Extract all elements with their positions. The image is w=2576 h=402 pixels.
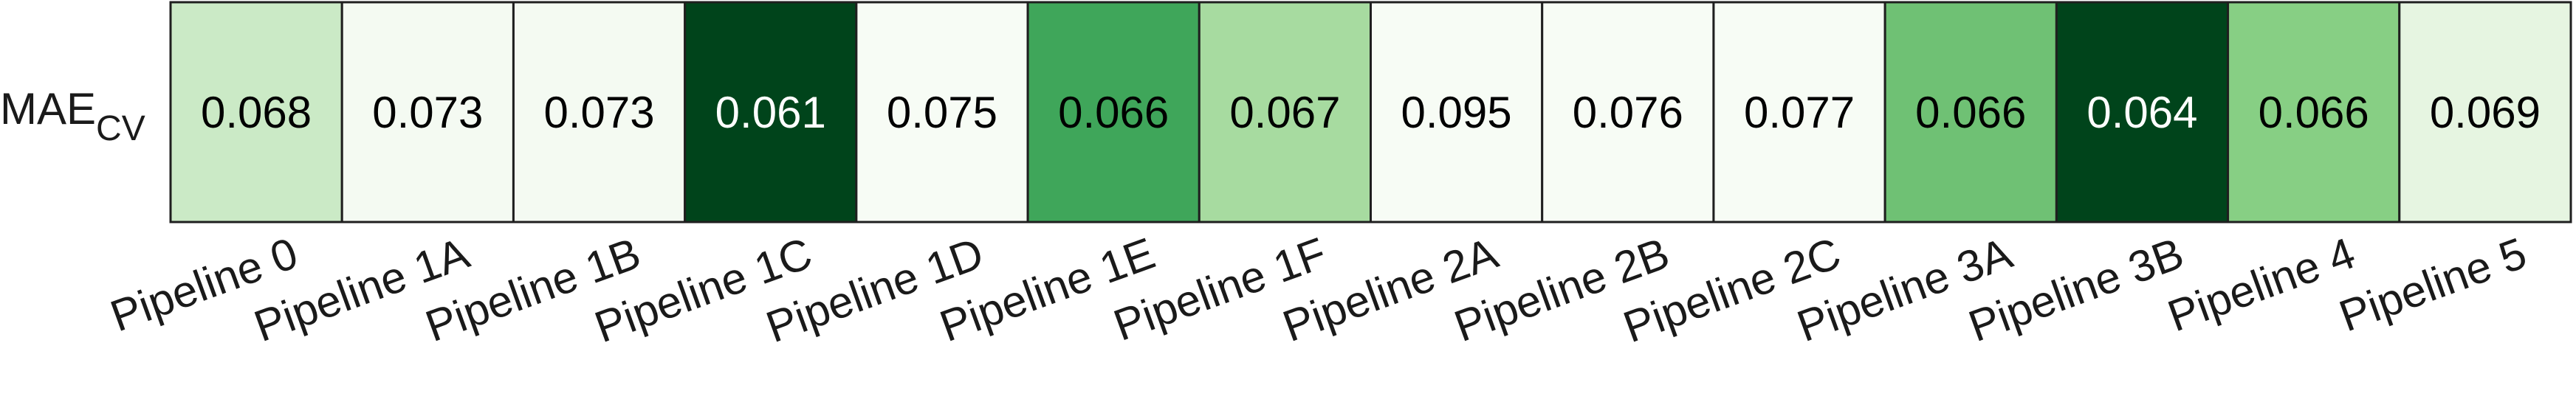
- row-label: MAECV: [0, 84, 145, 148]
- heatmap-cell: [2227, 1, 2401, 223]
- heatmap-cell: [1370, 1, 1544, 223]
- cell-value-label: 0.069: [2430, 88, 2541, 137]
- heatmap-cell: [1198, 1, 1373, 223]
- heatmap-cell: [1026, 1, 1201, 223]
- row-label-text: MAECV: [0, 84, 145, 148]
- heatmap-cell: [2398, 1, 2572, 223]
- cell-value-label: 0.068: [201, 88, 312, 137]
- cell-value-label: 0.061: [715, 88, 826, 137]
- cell-value-label: 0.095: [1401, 88, 1512, 137]
- x-tick-label: Pipeline 4: [2162, 228, 2362, 341]
- row-label-subscript: CV: [96, 109, 145, 148]
- heatmap-cell: [855, 1, 1029, 223]
- heatmap-cell: [340, 1, 515, 223]
- cell-value-label: 0.073: [543, 88, 654, 137]
- heatmap-cell: [2055, 1, 2230, 223]
- heatmap-cell: [1541, 1, 1715, 223]
- row-label-main: MAE: [0, 84, 96, 134]
- cell-value-label: 0.076: [1573, 88, 1683, 137]
- heatmap-cell: [1712, 1, 1886, 223]
- heatmap-cell: [169, 1, 343, 223]
- cell-value-label: 0.075: [887, 88, 997, 137]
- cell-value-label: 0.064: [2086, 88, 2197, 137]
- cell-value-label: 0.066: [2259, 88, 2369, 137]
- cell-value-label: 0.066: [1915, 88, 2026, 137]
- cell-value-label: 0.077: [1744, 88, 1855, 137]
- x-tick-label: Pipeline 5: [2333, 228, 2533, 341]
- heatmap-cells: 0.068 0.073 0.073 0.061 0.075 0.066 0.067 0.095…: [169, 1, 2572, 223]
- heatmap-cell: [512, 1, 687, 223]
- cell-value-label: 0.066: [1058, 88, 1169, 137]
- cell-value-label: 0.073: [372, 88, 483, 137]
- heatmap-cell: [684, 1, 858, 223]
- cell-value-label: 0.067: [1229, 88, 1340, 137]
